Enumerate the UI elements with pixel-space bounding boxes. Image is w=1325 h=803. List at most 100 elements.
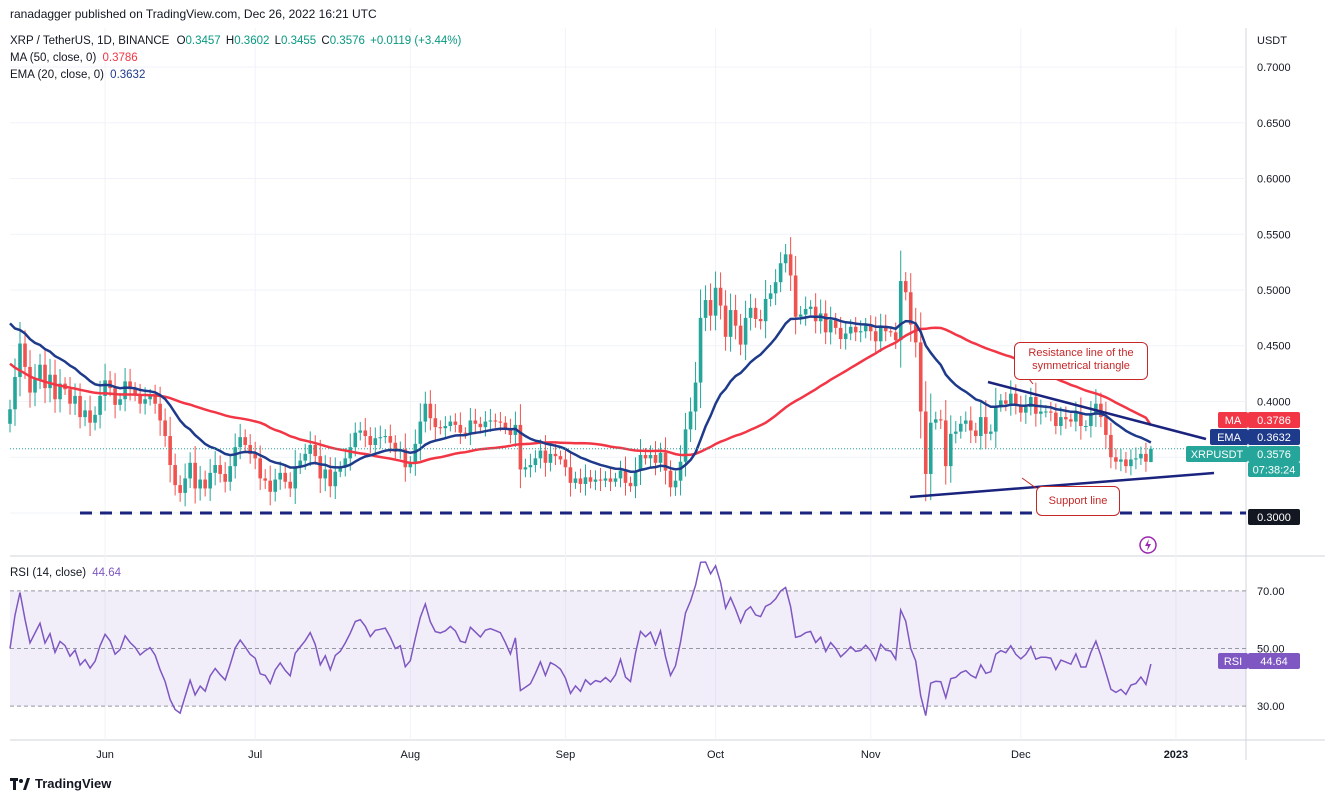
candle-body: [393, 442, 398, 452]
candle-body: [868, 325, 873, 332]
candle-body: [693, 382, 698, 412]
candle-body: [498, 421, 503, 423]
candle-body: [658, 452, 663, 463]
candle-body: [158, 403, 162, 421]
candle-body: [643, 455, 648, 459]
candle-body: [733, 310, 738, 326]
candle-body: [1024, 407, 1028, 413]
candle-body: [203, 479, 207, 489]
candle-body: [83, 410, 87, 418]
candle-body: [898, 281, 903, 341]
candle-body: [273, 479, 278, 492]
candle-body: [133, 389, 137, 395]
candle-body: [473, 420, 478, 424]
time-label: 2023: [1164, 749, 1188, 761]
candle-body: [663, 452, 668, 471]
candle-body: [338, 467, 343, 472]
candle-body: [1084, 426, 1088, 428]
ema-tag-label-bg: [1210, 429, 1248, 445]
lightning-glyph: [1145, 539, 1151, 551]
last-tag-label-bg: [1186, 446, 1248, 462]
candle-body: [838, 327, 843, 340]
candle-body: [999, 400, 1003, 406]
candle-body: [53, 374, 57, 400]
candle-body: [763, 298, 768, 322]
candle-body: [378, 437, 383, 439]
candle-body: [968, 420, 973, 431]
candle-body: [798, 314, 803, 317]
price-unit-label: USDT: [1257, 35, 1287, 47]
candle-body: [493, 420, 498, 422]
candle-body: [408, 462, 413, 468]
candle-body: [263, 478, 268, 481]
candle-body: [1079, 412, 1083, 427]
tradingview-logo[interactable]: TradingView: [10, 776, 111, 791]
candle-body: [1089, 413, 1093, 427]
candle-body: [958, 423, 963, 432]
rsi-tag-label: RSI: [1224, 656, 1242, 668]
candle-body: [268, 480, 273, 492]
candle-body: [623, 470, 628, 483]
candle-body: [163, 420, 167, 437]
candle-body: [78, 395, 82, 418]
price-tick-label: 0.7000: [1257, 62, 1291, 74]
candle-body: [418, 421, 423, 444]
ma50-line: [9, 326, 1152, 465]
candle-body: [963, 420, 968, 424]
time-label: Jun: [96, 749, 114, 761]
candle-body: [668, 470, 673, 488]
publisher-header: ranadagger published on TradingView.com,…: [10, 7, 377, 21]
candle-body: [708, 300, 713, 316]
ma-tag-label: MA: [1225, 415, 1242, 427]
candle-body: [608, 478, 613, 482]
time-label: Aug: [401, 749, 421, 761]
candle-body: [1044, 411, 1048, 413]
candle-body: [323, 469, 328, 479]
candle-body: [858, 331, 863, 333]
candle-body: [468, 420, 473, 434]
candle-body: [813, 306, 818, 322]
candle-body: [333, 471, 338, 487]
candle-body: [278, 472, 283, 480]
candle-body: [673, 480, 678, 488]
candle-body: [993, 405, 998, 432]
indicator-lines: [9, 315, 1152, 716]
candle-body: [1074, 412, 1078, 422]
candle-body: [593, 479, 598, 482]
candle-body: [893, 332, 898, 341]
candle-body: [583, 477, 588, 484]
candle-body: [758, 318, 763, 322]
candle-body: [923, 411, 928, 474]
candle-body: [503, 422, 508, 429]
candle-body: [588, 477, 593, 482]
candle-body: [383, 436, 388, 438]
candle-body: [823, 313, 828, 333]
candle-body: [1109, 434, 1113, 458]
candle-body: [343, 458, 348, 468]
candle-body: [453, 421, 458, 425]
level-tag-value-bg: [1248, 509, 1300, 525]
candle-body: [768, 293, 773, 299]
candle-body: [8, 409, 12, 424]
candle-body: [743, 317, 748, 345]
candle-body: [1104, 417, 1108, 435]
candle-body: [243, 437, 247, 445]
candle-body: [828, 320, 833, 333]
candle-body: [1124, 459, 1128, 467]
candle-body: [458, 424, 463, 433]
last-tag-value: 0.3576: [1257, 449, 1291, 461]
rsi-tick-label: 30.00: [1257, 701, 1285, 713]
rsi-legend: RSI (14, close) 44.64: [10, 567, 121, 579]
candle-body: [238, 437, 242, 448]
candle-body: [933, 419, 938, 423]
candle-body: [568, 467, 573, 483]
candle-body: [58, 383, 62, 400]
rsi-band: [10, 590, 1246, 707]
candle-body: [98, 395, 102, 415]
candle-body: [308, 444, 313, 454]
candle-body: [288, 481, 293, 489]
candle-body: [113, 388, 117, 405]
candle-body: [1029, 397, 1033, 408]
candle-body: [598, 479, 603, 481]
